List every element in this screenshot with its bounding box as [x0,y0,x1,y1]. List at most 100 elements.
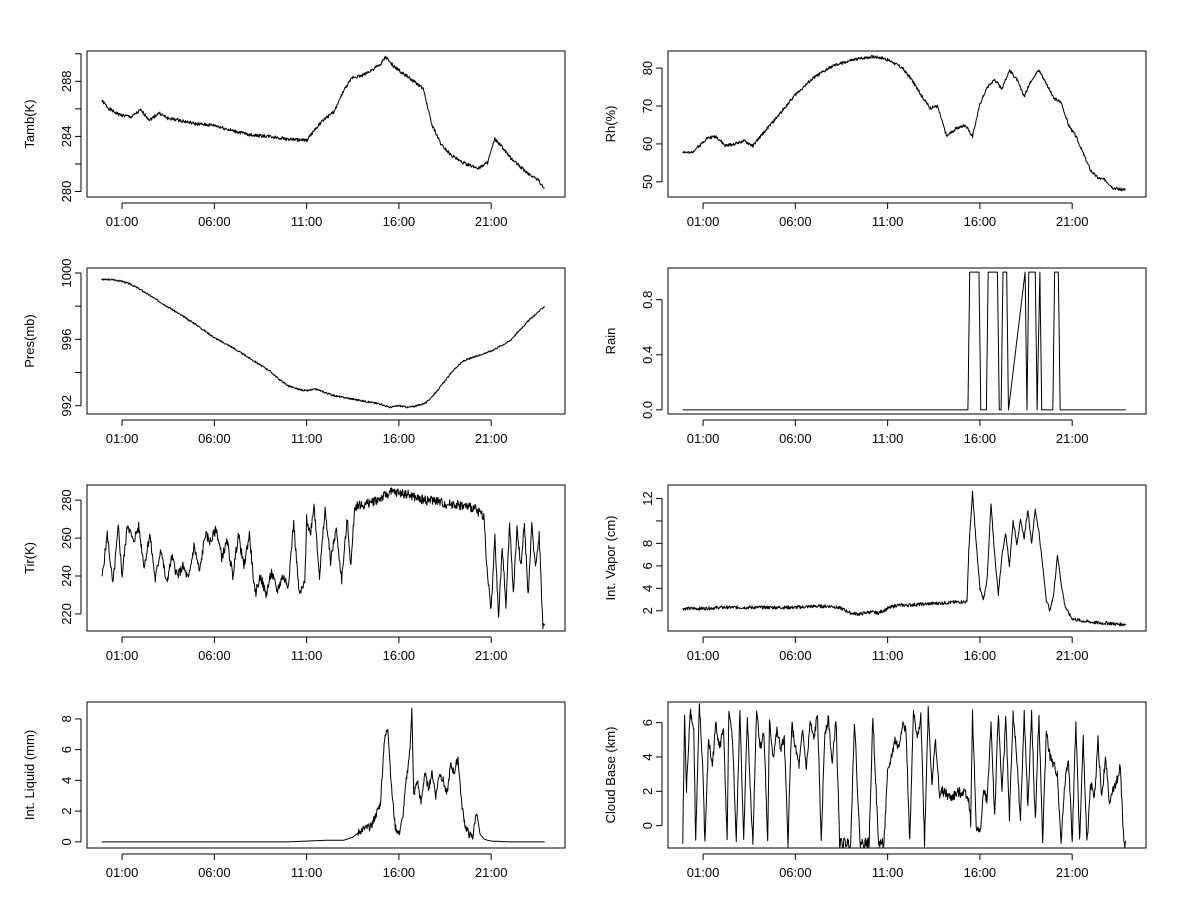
x-tick-label: 11:00 [291,214,323,229]
y-tick-label: 0 [59,838,74,845]
x-tick-label: 01:00 [106,214,139,229]
y-axis-title: Tir(K) [22,542,37,574]
x-tick-label: 21:00 [475,648,508,663]
y-tick-label: 60 [640,137,655,151]
x-tick-label: 16:00 [383,865,416,880]
y-tick-label: 0.0 [640,401,655,419]
panel-4: 01:00 06:00 11:00 16:00 21:00 0.0 0.4 0.8 Rain [603,267,1147,446]
x-tick-label: 06:00 [779,648,812,663]
plot-frame [86,484,566,632]
y-tick-label: 240 [59,565,74,587]
panel-6: 01:00 06:00 11:00 16:00 21:00 2 4 6 8 12 Int. Vapo… [603,484,1147,663]
x-tick-label: 01:00 [687,865,720,880]
x-tick-label: 11:00 [291,648,323,663]
series-line [682,703,1127,849]
y-axis-title: Cloud Base (km) [603,727,618,824]
x-tick-label: 21:00 [1056,648,1089,663]
x-tick-label: 11:00 [872,648,904,663]
plot-frame [667,267,1147,415]
x-tick-label: 21:00 [475,865,508,880]
x-tick-label: 16:00 [964,865,997,880]
y-axis-title: Tamb(K) [22,99,37,148]
x-tick-label: 06:00 [198,648,231,663]
x-tick-label: 16:00 [383,648,416,663]
x-tick-label: 21:00 [1056,865,1089,880]
y-tick-label: 4 [640,753,655,760]
series-line [101,55,545,189]
y-tick-label: 260 [59,527,74,549]
x-tick-label: 01:00 [106,865,139,880]
panel-3: 01:00 06:00 11:00 16:00 21:00 992 996 1000 Pres(… [22,259,566,446]
x-tick-label: 11:00 [291,865,323,880]
panel-1: 01:00 06:00 11:00 16:00 21:00 280 284 288 Tamb(K… [22,50,566,229]
x-tick-label: 21:00 [1056,214,1089,229]
y-tick-label: 996 [59,328,74,350]
y-axis-title: Pres(mb) [22,314,37,367]
y-tick-label: 6 [640,562,655,569]
y-tick-label: 0.4 [640,346,655,364]
y-tick-label: 4 [59,777,74,784]
x-tick-label: 16:00 [383,431,416,446]
y-tick-label: 8 [59,715,74,722]
panel-5: 01:00 06:00 11:00 16:00 21:00 220 240 260 280 Tir… [22,484,566,663]
x-tick-label: 01:00 [687,431,720,446]
x-tick-label: 11:00 [872,431,904,446]
panel-2: 01:00 06:00 11:00 16:00 21:00 50 60 70 80 Rh(%) [603,50,1147,229]
y-axis-title: Rh(%) [603,106,618,143]
series-line [101,278,545,409]
y-tick-label: 220 [59,603,74,625]
plot-frame [86,267,566,415]
x-tick-label: 06:00 [779,865,812,880]
x-tick-label: 06:00 [198,214,231,229]
x-tick-label: 01:00 [687,648,720,663]
plot-frame [667,50,1147,198]
y-axis-title: Int. Liquid (mm) [22,730,37,820]
y-tick-label: 288 [59,70,74,92]
y-tick-label: 280 [59,181,74,203]
y-tick-label: 70 [640,99,655,113]
y-axis-title: Rain [603,328,618,355]
y-axis-title: Int. Vapor (cm) [603,515,618,600]
series-line [682,271,1126,411]
y-tick-label: 8 [640,540,655,547]
plot-frame [667,484,1147,632]
x-tick-label: 01:00 [106,431,139,446]
x-tick-label: 06:00 [779,214,812,229]
y-tick-label: 80 [640,61,655,75]
series-line [682,55,1126,192]
y-tick-label: 50 [640,175,655,189]
y-tick-label: 1000 [59,259,74,288]
y-tick-label: 12 [640,491,655,505]
y-tick-label: 280 [59,489,74,511]
x-tick-label: 16:00 [964,648,997,663]
series-line [101,707,545,843]
panel-7: 01:00 06:00 11:00 16:00 21:00 0 2 4 6 8 Int. Liqui… [22,701,566,880]
x-tick-label: 11:00 [291,431,323,446]
x-tick-label: 21:00 [475,214,508,229]
plot-frame [86,701,566,849]
x-tick-label: 16:00 [964,431,997,446]
panel-8: 01:00 06:00 11:00 16:00 21:00 0 2 4 6 Cloud Base … [603,701,1147,880]
x-tick-label: 06:00 [198,865,231,880]
x-tick-label: 21:00 [475,431,508,446]
y-tick-label: 0 [640,822,655,829]
y-tick-label: 992 [59,395,74,417]
plot-frame [667,701,1147,849]
plot-frame [86,50,566,198]
y-tick-label: 284 [59,126,74,148]
y-tick-label: 2 [640,607,655,614]
y-tick-label: 2 [59,807,74,814]
x-tick-label: 06:00 [779,431,812,446]
x-tick-label: 11:00 [872,214,904,229]
x-tick-label: 16:00 [383,214,416,229]
x-tick-label: 06:00 [198,431,231,446]
x-tick-label: 21:00 [1056,431,1089,446]
y-tick-label: 4 [640,585,655,592]
y-tick-label: 6 [640,719,655,726]
y-tick-label: 0.8 [640,291,655,309]
x-tick-label: 01:00 [687,214,720,229]
x-tick-label: 11:00 [872,865,904,880]
y-tick-label: 6 [59,746,74,753]
x-tick-label: 01:00 [106,648,139,663]
